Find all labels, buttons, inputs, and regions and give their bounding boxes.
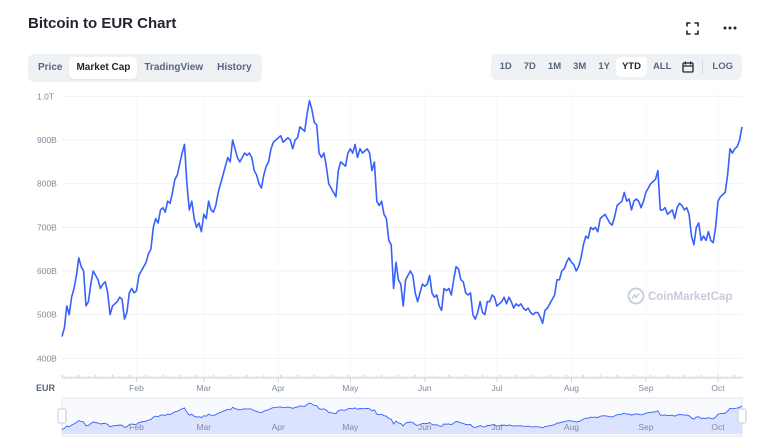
- fullscreen-icon[interactable]: [684, 20, 700, 36]
- tab-market-cap[interactable]: Market Cap: [69, 57, 138, 79]
- navigator-line: [61, 402, 743, 430]
- currency-label: EUR: [36, 383, 56, 393]
- range-all[interactable]: ALL: [652, 61, 672, 72]
- x-tick-label: Apr: [272, 383, 285, 393]
- coinmarketcap-logo-icon: [627, 287, 645, 305]
- top-icons: [684, 20, 738, 36]
- navigator-handle-right[interactable]: [737, 408, 747, 424]
- navigator-tick-label: Oct: [711, 422, 725, 432]
- x-axis: Feb Mar Apr May Jun Jul Aug Sep Oct: [129, 378, 725, 393]
- y-tick-label: 500B: [37, 310, 57, 320]
- range-ytd[interactable]: YTD: [615, 57, 647, 77]
- watermark-text: CoinMarketCap: [648, 291, 732, 303]
- more-icon[interactable]: [722, 20, 738, 36]
- navigator-tick-label: Aug: [564, 422, 579, 432]
- range-navigator[interactable]: Feb Mar Apr May Jun Jul Aug Sep Oct: [57, 397, 747, 437]
- range-divider: [702, 60, 704, 74]
- y-tick-label: 600B: [37, 266, 57, 276]
- y-tick-label: 900B: [37, 135, 57, 145]
- x-tick-label: Feb: [129, 383, 144, 393]
- range-1y[interactable]: 1Y: [598, 61, 610, 72]
- log-scale-toggle[interactable]: LOG: [712, 61, 733, 72]
- y-tick-label: 400B: [37, 353, 57, 363]
- x-tick-label: Sep: [638, 383, 653, 393]
- x-tick-label: Jun: [418, 383, 432, 393]
- y-axis: 400B 500B 600B 700B 800B 900B 1.0T: [37, 91, 57, 363]
- navigator-tick-label: Jun: [418, 422, 432, 432]
- range-1m[interactable]: 1M: [547, 61, 562, 72]
- calendar-icon[interactable]: [677, 57, 699, 77]
- tab-history[interactable]: History: [217, 62, 252, 73]
- navigator-area: [62, 403, 742, 434]
- navigator-x-axis: Feb Mar Apr May Jun Jul Aug Sep Oct: [129, 422, 725, 432]
- chart-title: Bitcoin to EUR Chart: [28, 15, 177, 32]
- y-tick-label: 800B: [37, 179, 57, 189]
- series-line-market-cap: [61, 99, 743, 337]
- tab-price[interactable]: Price: [38, 62, 63, 73]
- navigator-handle-left[interactable]: [57, 408, 67, 424]
- navigator-tick-label: Mar: [196, 422, 211, 432]
- x-tick-label: Aug: [564, 383, 579, 393]
- range-7d[interactable]: 7D: [523, 61, 536, 72]
- time-range-selector: 1D 7D 1M 3M 1Y YTD ALL LOG: [490, 54, 742, 80]
- navigator-tick-label: Sep: [638, 422, 653, 432]
- navigator-tick-label: Feb: [129, 422, 144, 432]
- range-1d[interactable]: 1D: [499, 61, 512, 72]
- tab-tradingview[interactable]: TradingView: [144, 62, 204, 73]
- navigator-tick-label: May: [342, 422, 359, 432]
- watermark: CoinMarketCap: [627, 287, 732, 305]
- range-3m[interactable]: 3M: [573, 61, 587, 72]
- y-tick-label: 700B: [37, 222, 57, 232]
- x-tick-label: Jul: [491, 383, 502, 393]
- grid-lines: [62, 92, 742, 378]
- navigator-tick-label: Apr: [272, 422, 285, 432]
- navigator-tick-label: Jul: [491, 422, 502, 432]
- x-tick-label: Oct: [711, 383, 725, 393]
- x-tick-label: May: [342, 383, 359, 393]
- x-tick-label: Mar: [196, 383, 211, 393]
- y-tick-label: 1.0T: [37, 91, 54, 101]
- chart-type-tabs: Price Market Cap TradingView History: [28, 54, 262, 82]
